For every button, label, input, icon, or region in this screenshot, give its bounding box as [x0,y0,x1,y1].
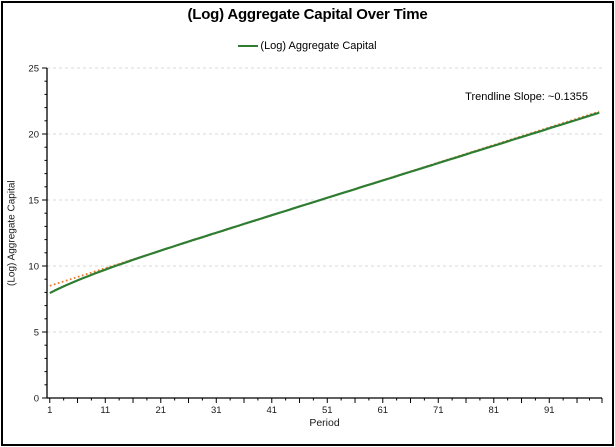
y-tick-label-5: 5 [34,328,39,339]
y-tick-label-0: 0 [34,394,39,405]
x-tick-label-71: 71 [433,405,444,416]
legend-line-swatch [238,45,259,47]
x-tick-label-31: 31 [211,405,222,416]
series-line-log-aggregate-capital [49,111,600,295]
x-tick-label-81: 81 [488,405,499,416]
x-tick-label-21: 21 [155,405,166,416]
x-axis-title: Period [309,417,340,429]
legend: (Log) Aggregate Capital [0,40,615,52]
x-tick-label-1: 1 [47,405,52,416]
y-tick-label-20: 20 [28,130,39,141]
x-tick-label-91: 91 [544,405,555,416]
legend-label: (Log) Aggregate Capital [260,40,377,52]
x-tick-label-51: 51 [322,405,333,416]
trendline-slope-annotation: Trendline Slope: ~0.1355 [465,91,588,103]
chart-title: (Log) Aggregate Capital Over Time [187,6,428,23]
y-tick-label-15: 15 [28,196,39,207]
x-tick-label-11: 11 [100,405,110,416]
x-tick-label-61: 61 [377,405,388,416]
x-tick-label-41: 41 [266,405,277,416]
y-tick-label-10: 10 [28,262,39,273]
y-tick-label-25: 25 [28,64,39,75]
